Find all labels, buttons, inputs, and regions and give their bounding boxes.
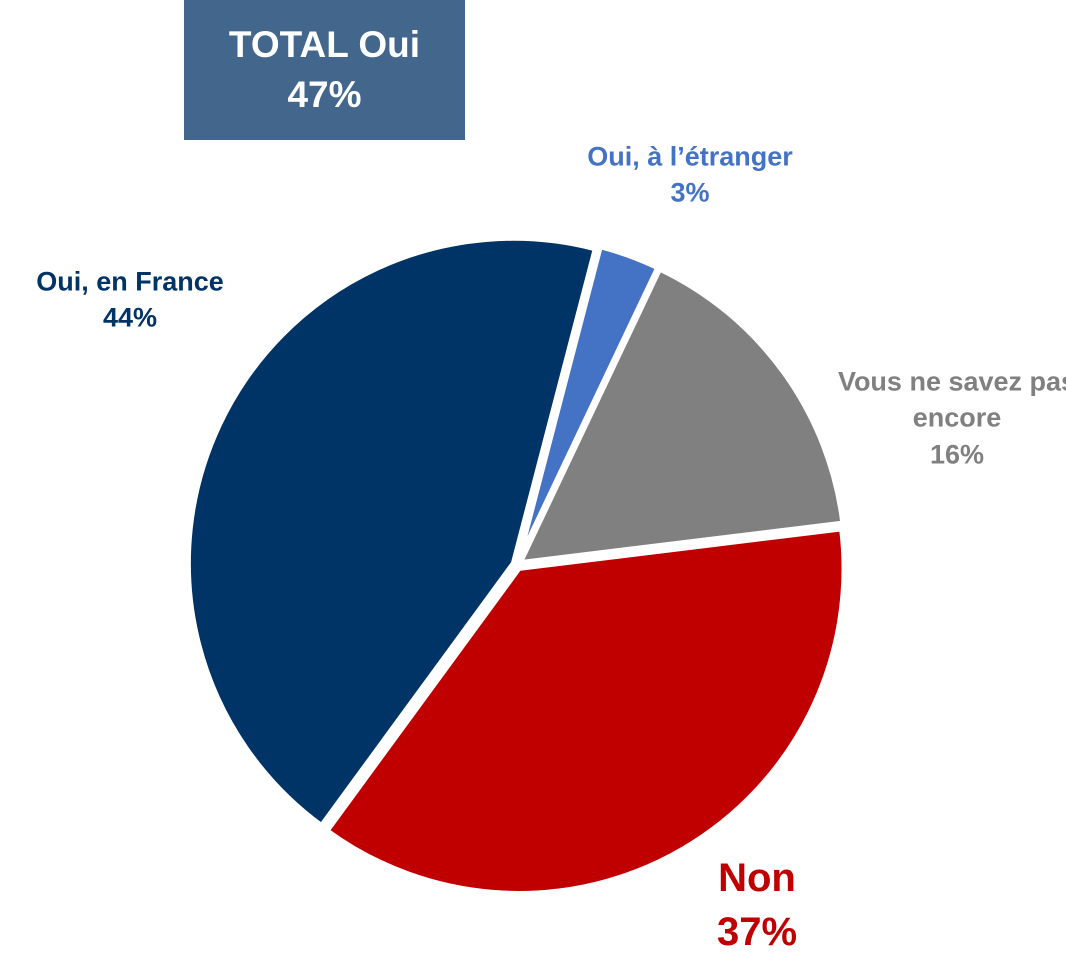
total-box: TOTAL Oui 47% bbox=[184, 0, 465, 140]
pie-slice bbox=[323, 526, 847, 896]
value-label: 16% bbox=[929, 439, 985, 470]
slice-label: Oui, à l’étranger 3% bbox=[520, 139, 860, 212]
category-label: Oui, en France bbox=[36, 266, 224, 297]
category-label: Oui, à l’étranger bbox=[587, 141, 793, 172]
category-label: Non bbox=[718, 856, 796, 900]
category-label: Vous ne savez pas encore bbox=[837, 366, 1066, 433]
total-text: TOTAL Oui bbox=[228, 24, 421, 65]
value-label: 37% bbox=[716, 910, 798, 954]
pie-slice bbox=[185, 235, 599, 830]
slice-label: Oui, en France 44% bbox=[0, 264, 260, 337]
slice-label: Vous ne savez pas encore 16% bbox=[837, 363, 1066, 472]
slice-label: Non 37% bbox=[657, 851, 857, 959]
pie-slice bbox=[516, 265, 846, 566]
value-label: 44% bbox=[102, 303, 158, 333]
total-value: 47% bbox=[287, 74, 362, 115]
value-label: 3% bbox=[670, 178, 710, 208]
